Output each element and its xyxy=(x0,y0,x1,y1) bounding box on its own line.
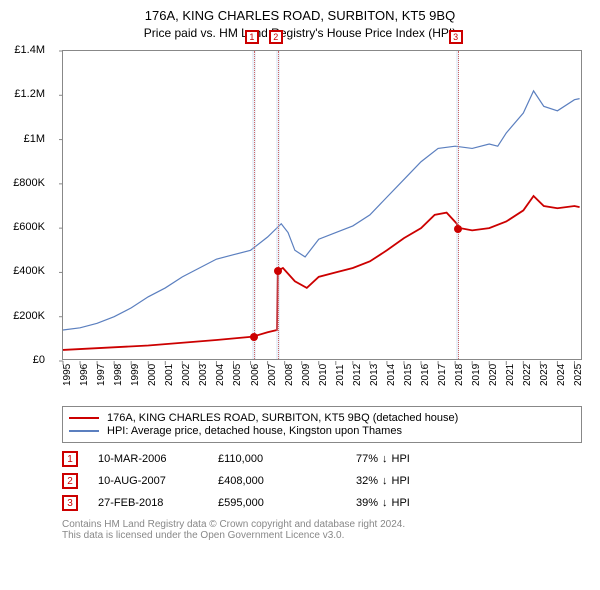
sale-marker-badge: 3 xyxy=(449,30,463,44)
x-tick-label: 2001 xyxy=(164,364,175,386)
x-tick-label: 2010 xyxy=(318,364,329,386)
legend-swatch xyxy=(69,417,99,419)
page-subtitle: Price paid vs. HM Land Registry's House … xyxy=(12,26,588,40)
chart-svg xyxy=(63,51,583,361)
event-line xyxy=(254,51,255,359)
y-tick-label: £800K xyxy=(0,177,45,189)
x-tick-label: 2019 xyxy=(471,364,482,386)
x-tick-label: 1998 xyxy=(113,364,124,386)
sale-rel-label: HPI xyxy=(392,453,410,465)
sale-marker-badge: 1 xyxy=(245,30,259,44)
x-tick-label: 2011 xyxy=(335,364,346,386)
sale-index-badge: 3 xyxy=(62,495,78,511)
x-tick-label: 2016 xyxy=(420,364,431,386)
x-tick-label: 2021 xyxy=(505,364,516,386)
legend-label: HPI: Average price, detached house, King… xyxy=(107,425,402,437)
sale-price: £595,000 xyxy=(218,497,338,509)
sale-row: 1 10-MAR-2006£110,00077% ↓ HPI xyxy=(62,451,582,467)
x-tick-label: 2006 xyxy=(250,364,261,386)
x-tick-label: 2008 xyxy=(284,364,295,386)
x-tick-label: 2002 xyxy=(181,364,192,386)
sales-table: 1 10-MAR-2006£110,00077% ↓ HPI 2 10-AUG-2007£… xyxy=(62,451,582,511)
down-arrow-icon: ↓ xyxy=(382,453,388,465)
chart-container: 176A, KING CHARLES ROAD, SURBITON, KT5 9… xyxy=(0,0,600,590)
x-tick-label: 2000 xyxy=(147,364,158,386)
legend-label: 176A, KING CHARLES ROAD, SURBITON, KT5 9… xyxy=(107,412,458,424)
sale-pct: 32% xyxy=(338,475,378,487)
x-tick-label: 1999 xyxy=(130,364,141,386)
sale-index-badge: 2 xyxy=(62,473,78,489)
sale-marker-badge: 2 xyxy=(269,30,283,44)
x-tick-label: 2025 xyxy=(573,364,584,386)
sale-rel-label: HPI xyxy=(392,475,410,487)
x-tick-label: 1997 xyxy=(96,364,107,386)
legend-box: 176A, KING CHARLES ROAD, SURBITON, KT5 9… xyxy=(62,406,582,443)
sale-date: 10-AUG-2007 xyxy=(98,475,218,487)
y-tick-label: £1.4M xyxy=(0,44,45,56)
y-tick-label: £1.2M xyxy=(0,88,45,100)
x-tick-label: 2007 xyxy=(267,364,278,386)
y-axis-labels: £0£200K£400K£600K£800K£1M£1.2M£1.4M xyxy=(0,50,50,360)
y-tick-label: £1M xyxy=(0,133,45,145)
sale-index-badge: 1 xyxy=(62,451,78,467)
legend-row: HPI: Average price, detached house, King… xyxy=(69,425,575,437)
legend-row: 176A, KING CHARLES ROAD, SURBITON, KT5 9… xyxy=(69,412,575,424)
sale-price: £408,000 xyxy=(218,475,338,487)
x-tick-label: 2009 xyxy=(301,364,312,386)
footer-line-2: This data is licensed under the Open Gov… xyxy=(62,530,582,541)
y-tick-label: £400K xyxy=(0,265,45,277)
x-tick-label: 2005 xyxy=(232,364,243,386)
sale-marker-dot xyxy=(454,225,462,233)
x-tick-label: 2014 xyxy=(386,364,397,386)
sale-rel-label: HPI xyxy=(392,497,410,509)
page-title: 176A, KING CHARLES ROAD, SURBITON, KT5 9… xyxy=(12,8,588,23)
sale-price: £110,000 xyxy=(218,453,338,465)
y-tick-label: £600K xyxy=(0,221,45,233)
x-tick-label: 2017 xyxy=(437,364,448,386)
down-arrow-icon: ↓ xyxy=(382,475,388,487)
x-tick-label: 2003 xyxy=(198,364,209,386)
event-line xyxy=(278,51,279,359)
x-tick-label: 2023 xyxy=(539,364,550,386)
sale-marker-dot xyxy=(274,267,282,275)
footer-attribution: Contains HM Land Registry data © Crown c… xyxy=(62,519,582,541)
y-tick-label: £200K xyxy=(0,310,45,322)
x-tick-label: 1995 xyxy=(62,364,73,386)
legend-swatch xyxy=(69,430,99,432)
sale-row: 2 10-AUG-2007£408,00032% ↓ HPI xyxy=(62,473,582,489)
x-tick-label: 2012 xyxy=(352,364,363,386)
sale-date: 10-MAR-2006 xyxy=(98,453,218,465)
x-tick-label: 2018 xyxy=(454,364,465,386)
sale-row: 3 27-FEB-2018£595,00039% ↓ HPI xyxy=(62,495,582,511)
sale-marker-dot xyxy=(250,333,258,341)
sale-pct: 39% xyxy=(338,497,378,509)
sale-date: 27-FEB-2018 xyxy=(98,497,218,509)
sale-pct: 77% xyxy=(338,453,378,465)
x-tick-label: 2020 xyxy=(488,364,499,386)
y-tick-label: £0 xyxy=(0,354,45,366)
x-axis-labels: 1995 1996 1997 1998 1999 2000 2001 2002 2003 2004… xyxy=(62,360,582,400)
event-line xyxy=(458,51,459,359)
x-tick-label: 2024 xyxy=(556,364,567,386)
x-tick-label: 2013 xyxy=(369,364,380,386)
chart-plot-area xyxy=(62,50,582,360)
x-tick-label: 1996 xyxy=(79,364,90,386)
x-tick-label: 2022 xyxy=(522,364,533,386)
footer-line-1: Contains HM Land Registry data © Crown c… xyxy=(62,519,582,530)
x-tick-label: 2004 xyxy=(215,364,226,386)
x-tick-label: 2015 xyxy=(403,364,414,386)
down-arrow-icon: ↓ xyxy=(382,497,388,509)
